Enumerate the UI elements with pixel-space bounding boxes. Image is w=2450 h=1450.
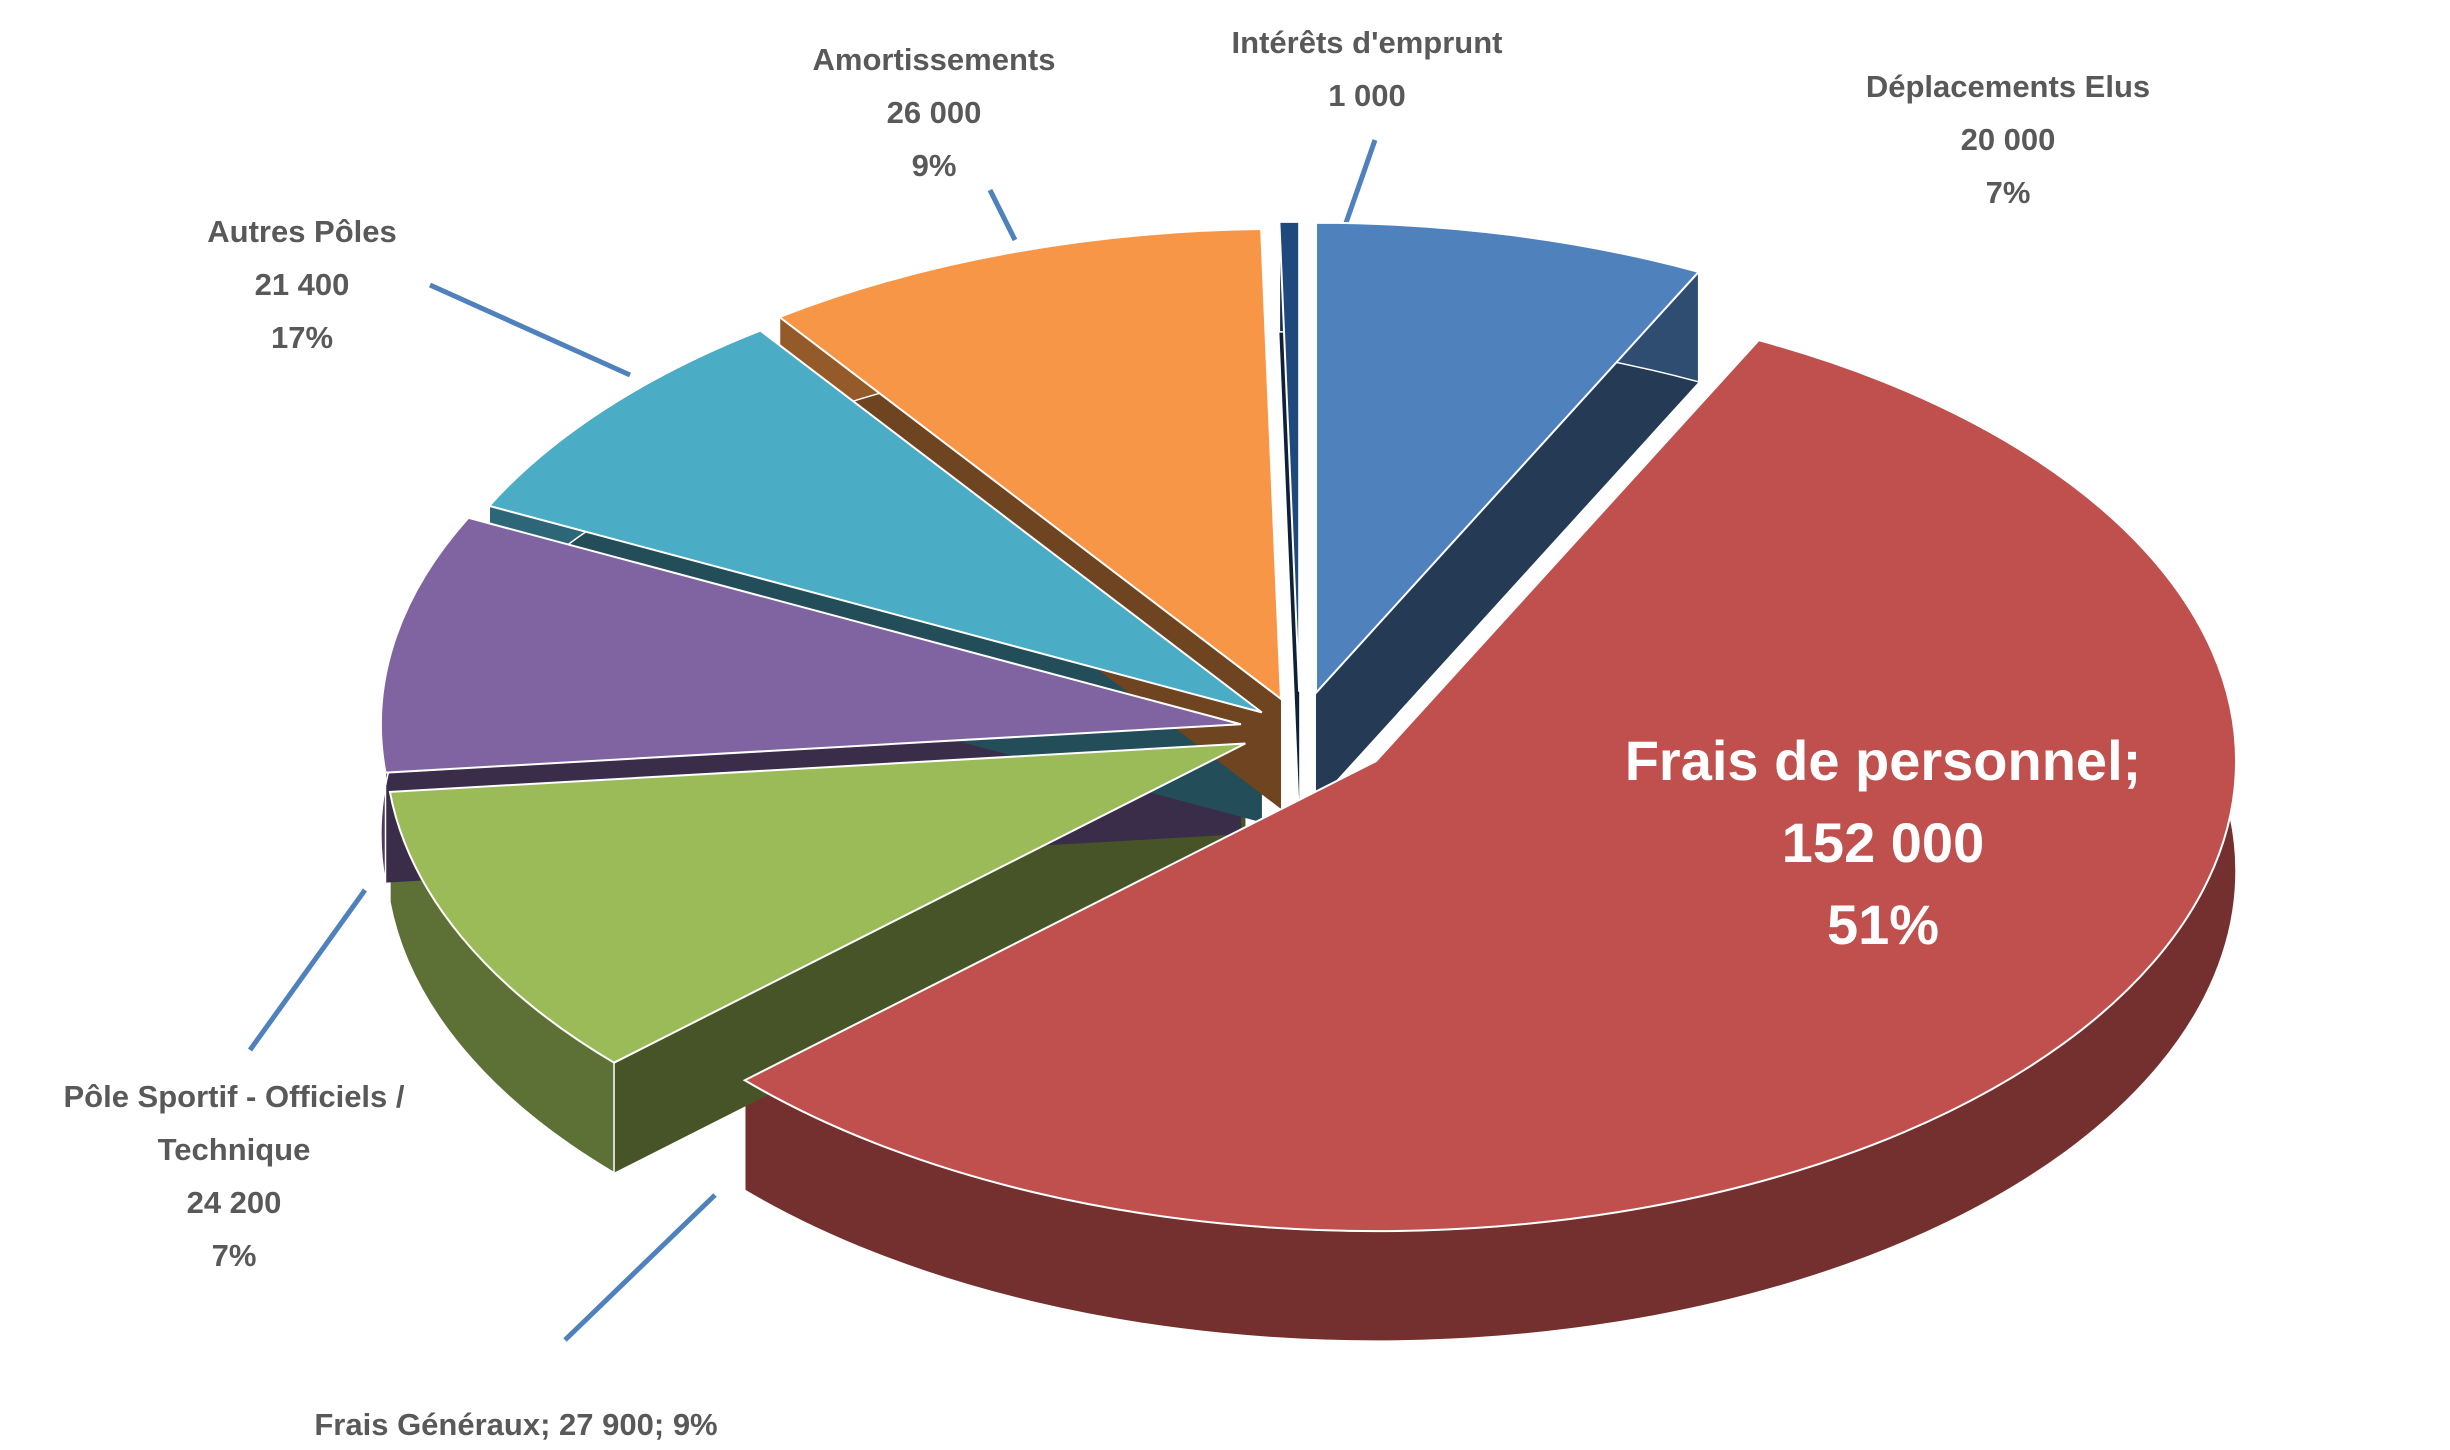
slice xyxy=(1278,220,1301,692)
label-value: 27 900 xyxy=(559,1407,654,1442)
label-value: 20 000 xyxy=(1960,122,2056,157)
label-name: Frais Généraux xyxy=(314,1407,541,1442)
slice xyxy=(742,339,2238,1233)
label-separator: ; xyxy=(540,1407,551,1442)
data-label: Amortissements 26 000 9% xyxy=(813,33,1056,192)
label-name: Amortissements xyxy=(812,42,1056,77)
data-label: Frais Généraux; 27 900; 9% xyxy=(314,1398,717,1450)
label-value: 24 200 xyxy=(186,1185,282,1220)
slice xyxy=(388,742,1246,1064)
slice xyxy=(487,329,1263,714)
label-percent: 7% xyxy=(1985,175,2031,210)
label-percent: 51% xyxy=(1826,893,1940,956)
label-percent: 7% xyxy=(211,1238,257,1273)
slice xyxy=(379,516,1242,774)
label-name: Pôle Sportif - Officiels / Technique xyxy=(63,1079,405,1167)
data-label: Pôle Sportif - Officiels / Technique 24 2… xyxy=(0,1070,469,1282)
label-name: Frais de personnel xyxy=(1624,729,2123,792)
slice xyxy=(1315,221,1701,696)
slice xyxy=(777,228,1283,701)
label-line: Frais de personnel; xyxy=(1625,720,2142,802)
label-separator: ; xyxy=(653,1407,665,1442)
data-label: Autres Pôles 21 400 17% xyxy=(207,205,397,364)
label-percent: 17% xyxy=(270,320,334,355)
leader-line xyxy=(247,888,368,1052)
slice-side xyxy=(1315,271,1699,803)
leader-line xyxy=(428,282,632,378)
data-label: Déplacements Elus 20 000 7% xyxy=(1866,60,2150,219)
label-percent: 9% xyxy=(911,148,957,183)
data-label: Intérêts d'emprunt 1 000 xyxy=(1232,16,1503,122)
slice-side xyxy=(1279,221,1300,802)
leader-line xyxy=(563,1193,717,1342)
label-name: Autres Pôles xyxy=(207,214,397,249)
label-separator: ; xyxy=(2122,729,2142,792)
label-percent: 9% xyxy=(672,1407,718,1442)
leader-line xyxy=(987,188,1018,242)
label-value: 26 000 xyxy=(886,95,982,130)
label-value: 152 000 xyxy=(1781,811,1985,874)
data-label: Frais de personnel; 152 000 51% xyxy=(1625,720,2142,966)
label-value: 1 000 xyxy=(1328,78,1406,113)
label-value: 21 400 xyxy=(254,267,350,302)
label-name: Déplacements Elus xyxy=(1865,69,2151,104)
label-name: Intérêts d'emprunt xyxy=(1231,25,1503,60)
